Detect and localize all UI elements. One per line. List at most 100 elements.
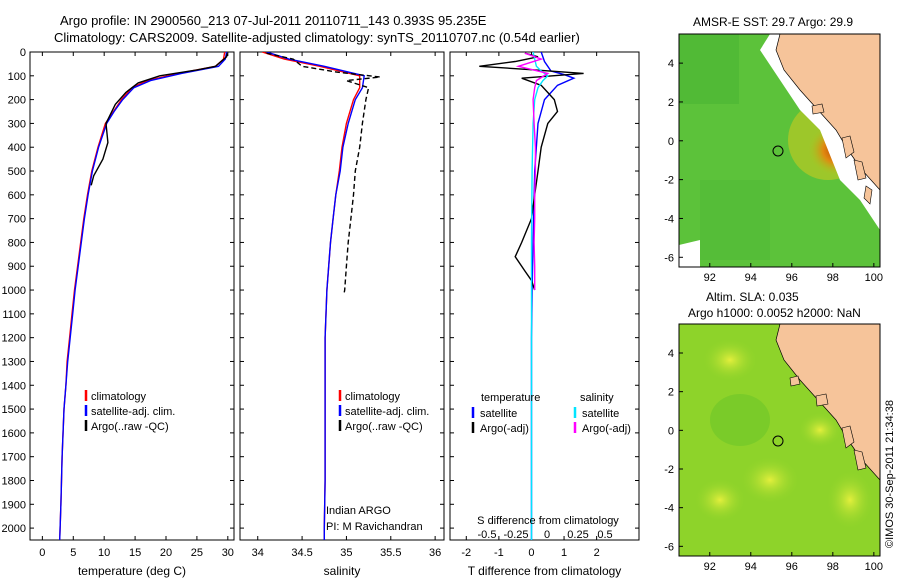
lon-tick-label: 100	[865, 272, 883, 284]
x-tick-label: 34	[252, 547, 264, 559]
sla-island	[841, 425, 855, 449]
sst-map	[678, 33, 881, 268]
depth-tick-label: 1700	[2, 452, 26, 464]
annotation-text: Indian ARGO	[326, 505, 391, 517]
sla-map-axes: 92 94 96 98 100 4 2 0 -2 -4 -6	[664, 348, 883, 573]
salinity-frame	[239, 51, 445, 541]
difference-xlabel: T difference from climatology	[468, 564, 622, 578]
series-line-argoadj	[479, 52, 584, 291]
sla-patch	[710, 394, 770, 446]
s-diff-tick-label: 0	[544, 529, 550, 541]
lon-tick-label: 92	[704, 561, 716, 573]
legend-label: satellite	[480, 408, 517, 420]
sst-nodata-area	[679, 240, 700, 267]
depth-tick-label: 400	[8, 142, 26, 154]
s-diff-tick-label: 0.25	[567, 529, 588, 541]
sla-blob	[702, 338, 758, 382]
s-diff-tick-label: -0.25	[503, 529, 528, 541]
x-tick-label: 20	[160, 547, 172, 559]
temperature-frame	[29, 51, 235, 541]
temperature-xlabel: temperature (deg C)	[78, 564, 186, 578]
x-tick-label: -1	[494, 547, 504, 559]
depth-tick-label: 700	[8, 214, 26, 226]
x-tick-label: 36	[429, 547, 441, 559]
x-tick-label: 35.5	[380, 547, 401, 559]
sla-argo-location-marker	[772, 435, 784, 447]
salinity-xlabel: salinity	[324, 564, 361, 578]
x-tick-label: 35	[340, 547, 352, 559]
depth-tick-label: 1900	[2, 499, 26, 511]
sst-map-axes: 92 94 96 98 100 4 2 0 -2 -4 -6	[664, 58, 883, 284]
sla-blob	[798, 412, 842, 448]
sst-island	[853, 159, 867, 181]
salinity-panel: 34 34.5 35 35.5 36 salinity climatology satelli…	[239, 51, 445, 578]
lat-tick-label: -6	[664, 252, 674, 264]
depth-tick-label: 1800	[2, 475, 26, 487]
sla-map-title-line1: Altim. SLA: 0.035	[706, 290, 799, 304]
plot-title-line2: Climatology: CARS2009. Satellite-adjuste…	[54, 30, 580, 45]
x-tick-label: 0	[528, 547, 534, 559]
depth-tick-label: 0	[20, 47, 26, 59]
x-tick-label: 5	[70, 547, 76, 559]
s-diff-axis-label: S difference from climatology	[477, 515, 619, 527]
x-tick-label: 30	[222, 547, 234, 559]
sst-island	[841, 135, 855, 159]
series-line-argoadj	[515, 52, 550, 290]
legend-header: salinity	[580, 392, 614, 404]
legend-label: satellite-adj. clim.	[345, 406, 429, 418]
depth-tick-label: 900	[8, 261, 26, 273]
sla-map-frame	[678, 323, 881, 557]
sst-island	[811, 103, 825, 115]
depth-tick-label: 1400	[2, 380, 26, 392]
x-tick-label: 25	[191, 547, 203, 559]
series-line-satelliteadjclim	[59, 52, 228, 540]
difference-frame	[449, 51, 640, 541]
difference-panel: -2 -1 0 1 2T difference from climatologytemp…	[449, 51, 640, 578]
x-tick-label: 2	[594, 547, 600, 559]
sla-blob	[740, 456, 800, 504]
legend-label: Argo(..raw -QC)	[91, 421, 169, 433]
x-tick-label: 1	[561, 547, 567, 559]
sla-blob	[826, 470, 874, 530]
sla-island	[815, 393, 829, 407]
legend-label: Argo(-adj)	[582, 423, 631, 435]
series-line-argorawqc	[266, 52, 381, 295]
plot-title-line1: Argo profile: IN 2900560_213 07-Jul-2011…	[60, 13, 487, 28]
depth-tick-label: 800	[8, 237, 26, 249]
s-diff-tick-label: 0.5	[597, 529, 612, 541]
depth-tick-label: 100	[8, 71, 26, 83]
lat-tick-label: -2	[664, 464, 674, 476]
x-tick-label: 15	[129, 547, 141, 559]
depth-tick-label: 600	[8, 190, 26, 202]
sla-map-title-line2: Argo h1000: 0.0052 h2000: NaN	[688, 306, 861, 320]
depth-tick-label: 1600	[2, 428, 26, 440]
legend-label: satellite	[582, 408, 619, 420]
lat-tick-label: -6	[664, 541, 674, 553]
temperature-series	[59, 52, 228, 540]
depth-tick-label: 500	[8, 166, 26, 178]
x-tick-label: 34.5	[291, 547, 312, 559]
x-tick-label: 10	[98, 547, 110, 559]
depth-tick-label: 1200	[2, 333, 26, 345]
lon-tick-label: 92	[704, 272, 716, 284]
sst-island	[863, 185, 873, 205]
sla-island	[853, 449, 867, 471]
depth-tick-label: 200	[8, 95, 26, 107]
annotation-text: PI: M Ravichandran	[326, 521, 423, 533]
legend-label: satellite-adj. clim.	[91, 406, 175, 418]
legend-label: climatology	[91, 391, 147, 403]
lat-tick-label: 2	[668, 97, 674, 109]
depth-tick-label: 1000	[2, 285, 26, 297]
series-line-satelliteadjclim	[266, 52, 365, 540]
sla-map	[678, 323, 881, 557]
sst-map-frame	[678, 33, 881, 268]
legend-header: temperature	[481, 392, 540, 404]
legend-label: climatology	[345, 391, 401, 403]
legend-label: Argo(..raw -QC)	[345, 421, 423, 433]
sst-map-title: AMSR-E SST: 29.7 Argo: 29.9	[693, 15, 854, 29]
lat-tick-label: -4	[664, 503, 674, 515]
lat-tick-label: -2	[664, 175, 674, 187]
legend-label: Argo(-adj)	[480, 423, 529, 435]
depth-tick-label: 1500	[2, 404, 26, 416]
